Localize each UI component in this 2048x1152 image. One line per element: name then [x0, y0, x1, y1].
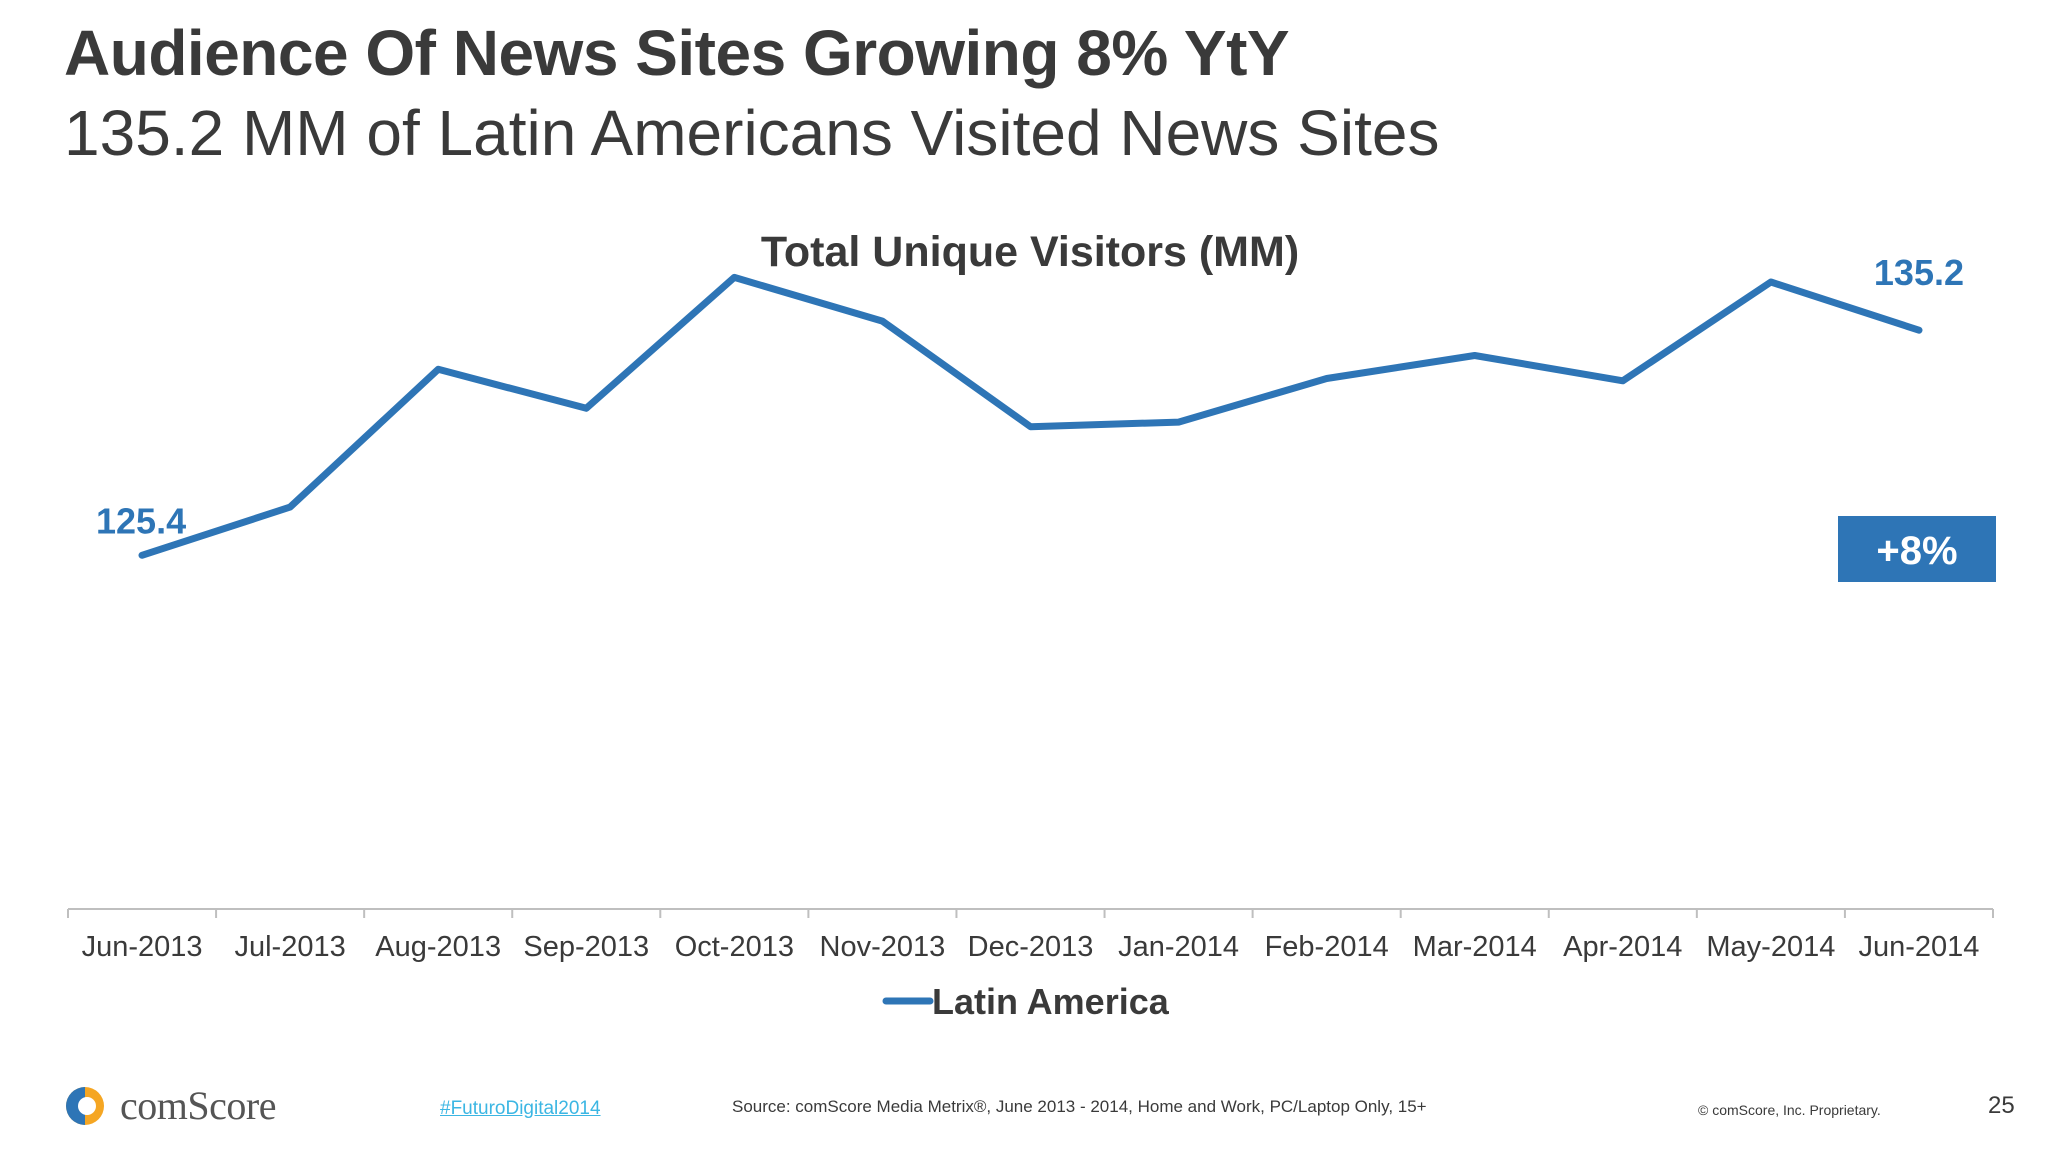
growth-callout-box — [1838, 516, 1996, 582]
x-tick-label: Aug-2013 — [375, 931, 501, 963]
x-tick-label: Sep-2013 — [523, 931, 649, 963]
x-tick-label: Jun-2014 — [1858, 931, 1979, 963]
x-tick-label: Mar-2014 — [1413, 931, 1537, 963]
line-chart: Total Unique Visitors (MM) Jun-2013 Jul-2… — [67, 228, 1996, 1022]
comscore-wordmark: comScore — [120, 1083, 276, 1128]
slide-title: Audience Of News Sites Growing 8% YtY — [64, 17, 1290, 89]
slide-subtitle: 135.2 MM of Latin Americans Visited News… — [64, 97, 1440, 169]
growth-callout: +8% — [1838, 516, 1996, 582]
data-label: 135.2 — [1874, 252, 1964, 293]
x-tick-label: Nov-2013 — [820, 931, 946, 963]
series-line-latin-america — [138, 273, 1923, 559]
legend-label: Latin America — [932, 981, 1170, 1022]
x-axis-labels: Jun-2013 Jul-2013 Aug-2013 Sep-2013 Oct-2013… — [82, 931, 1980, 963]
x-tick-label: Feb-2014 — [1265, 931, 1389, 963]
copyright-note: © comScore, Inc. Proprietary. — [1698, 1102, 1881, 1118]
x-tick-label: Oct-2013 — [675, 931, 794, 963]
x-tick-label: May-2014 — [1706, 931, 1835, 963]
hashtag-link[interactable]: #FuturoDigital2014 — [440, 1098, 601, 1119]
data-label: 125.4 — [96, 500, 186, 541]
chart-title: Total Unique Visitors (MM) — [761, 228, 1299, 276]
x-tick-label: Jul-2013 — [234, 931, 345, 963]
page-number: 25 — [1988, 1092, 2015, 1119]
x-axis-ticks — [67, 909, 1994, 918]
x-tick-label: Jan-2014 — [1118, 931, 1239, 963]
x-tick-label: Dec-2013 — [968, 931, 1094, 963]
x-tick-label: Jun-2013 — [82, 931, 203, 963]
growth-callout-text: +8% — [1876, 529, 1957, 573]
data-labels: 125.4 135.2 — [96, 252, 1964, 541]
comscore-logo-icon — [66, 1086, 104, 1125]
x-tick-label: Apr-2014 — [1563, 931, 1682, 963]
source-note: Source: comScore Media Metrix®, June 201… — [732, 1097, 1427, 1116]
legend: Latin America — [882, 981, 1170, 1022]
comscore-logo: comScore — [64, 1082, 276, 1129]
